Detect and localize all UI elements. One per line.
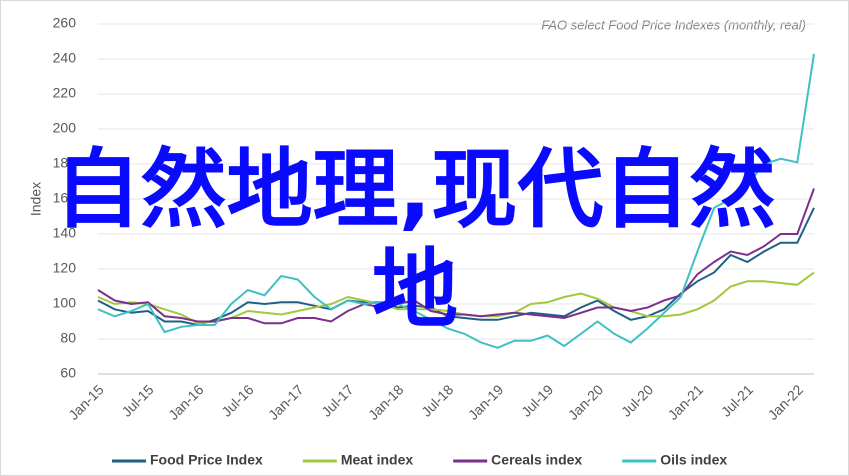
y-tick-label: 220 — [53, 85, 77, 101]
series-line — [97, 53, 815, 349]
y-tick-label: 260 — [53, 15, 77, 31]
legend-label: Food Price Index — [150, 452, 263, 468]
legend-label: Cereals index — [491, 452, 582, 468]
legend-label: Meat index — [341, 452, 414, 468]
y-tick-label: 160 — [53, 190, 77, 206]
y-tick-label: 240 — [53, 50, 77, 66]
y-tick-label: 60 — [60, 365, 76, 381]
y-tick-label: 200 — [53, 120, 77, 136]
overlay-text: 自然地理,现代自然地 — [54, 140, 776, 340]
y-tick-label: 80 — [60, 330, 76, 346]
y-axis-label: Index — [28, 182, 44, 216]
y-tick-label: 120 — [53, 260, 77, 276]
y-tick-label: 140 — [53, 225, 77, 241]
legend-label: Oils index — [660, 452, 727, 468]
chart-title: FAO select Food Price Indexes (monthly, … — [541, 17, 806, 32]
series-line — [97, 207, 815, 327]
y-tick-label: 180 — [53, 155, 77, 171]
y-tick-label: 100 — [53, 295, 77, 311]
